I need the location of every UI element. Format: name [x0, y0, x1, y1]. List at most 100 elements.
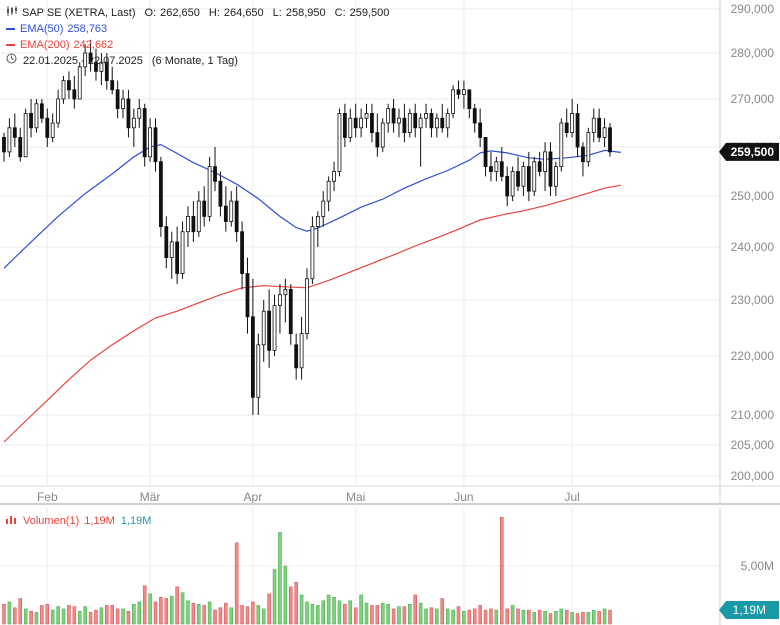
- volume-bar[interactable]: [510, 605, 515, 625]
- candle[interactable]: [467, 89, 472, 119]
- volume-bar[interactable]: [359, 594, 363, 625]
- volume-bar[interactable]: [397, 606, 401, 625]
- candle[interactable]: [267, 289, 272, 368]
- candle[interactable]: [83, 44, 88, 76]
- candle[interactable]: [413, 103, 418, 138]
- candle[interactable]: [245, 257, 250, 334]
- volume-bar[interactable]: [272, 569, 277, 625]
- candle[interactable]: [359, 108, 364, 138]
- volume-bar[interactable]: [500, 517, 504, 625]
- volume-bar[interactable]: [50, 609, 55, 625]
- candle[interactable]: [553, 161, 558, 196]
- candle[interactable]: [483, 136, 488, 177]
- volume-bar[interactable]: [489, 608, 493, 625]
- volume-bar[interactable]: [240, 605, 244, 625]
- volume-bar[interactable]: [137, 601, 142, 625]
- candle[interactable]: [283, 278, 288, 323]
- candle[interactable]: [418, 113, 423, 167]
- candle[interactable]: [294, 333, 299, 380]
- volume-bar[interactable]: [191, 602, 196, 625]
- candle[interactable]: [23, 108, 28, 158]
- candle[interactable]: [581, 142, 585, 177]
- ema200-row[interactable]: EMA(200) 242,662: [6, 37, 398, 53]
- volume-chart[interactable]: 5,00M 1,19M: [0, 508, 780, 625]
- candle[interactable]: [121, 89, 125, 119]
- volume-bar[interactable]: [186, 600, 190, 625]
- volume-bar[interactable]: [2, 604, 6, 625]
- candle[interactable]: [164, 216, 169, 269]
- volume-bar[interactable]: [153, 601, 158, 625]
- volume-bar[interactable]: [418, 602, 423, 625]
- volume-bar[interactable]: [413, 594, 417, 625]
- volume-bar[interactable]: [332, 597, 336, 625]
- volume-bar[interactable]: [83, 606, 87, 625]
- volume-bar[interactable]: [18, 598, 22, 625]
- candle[interactable]: [39, 99, 44, 123]
- candle[interactable]: [288, 284, 293, 345]
- volume-bar[interactable]: [559, 608, 564, 625]
- candle[interactable]: [191, 201, 196, 242]
- volume-bar[interactable]: [202, 605, 206, 625]
- candle[interactable]: [526, 151, 531, 202]
- candle[interactable]: [72, 76, 77, 109]
- candle[interactable]: [375, 113, 380, 157]
- candle[interactable]: [213, 147, 217, 192]
- volume-bar[interactable]: [132, 604, 136, 625]
- volume-bar[interactable]: [391, 608, 396, 625]
- volume-bar[interactable]: [99, 607, 104, 625]
- volume-bar[interactable]: [337, 600, 342, 625]
- candle[interactable]: [115, 80, 120, 119]
- candle[interactable]: [472, 103, 477, 133]
- candle[interactable]: [169, 231, 174, 279]
- volume-bar[interactable]: [159, 597, 163, 625]
- volume-bar[interactable]: [402, 606, 407, 625]
- candle[interactable]: [424, 103, 428, 128]
- candle[interactable]: [153, 118, 158, 172]
- volume-bar[interactable]: [7, 601, 12, 625]
- candle[interactable]: [223, 186, 228, 232]
- candle[interactable]: [575, 103, 580, 157]
- volume-bar[interactable]: [121, 608, 125, 625]
- candle[interactable]: [45, 108, 50, 147]
- volume-bar[interactable]: [72, 606, 77, 625]
- candle[interactable]: [597, 108, 602, 143]
- candle[interactable]: [402, 103, 407, 143]
- candle[interactable]: [434, 113, 439, 138]
- volume-bar[interactable]: [78, 610, 82, 625]
- candle[interactable]: [364, 103, 369, 128]
- volume-bar[interactable]: [267, 593, 271, 625]
- volume-bar[interactable]: [234, 542, 239, 625]
- volume-bar[interactable]: [197, 604, 201, 625]
- candle[interactable]: [315, 211, 320, 247]
- volume-bar[interactable]: [483, 609, 488, 625]
- candle[interactable]: [126, 89, 131, 138]
- volume-bar[interactable]: [581, 612, 585, 625]
- candle[interactable]: [516, 156, 520, 192]
- candle[interactable]: [110, 66, 115, 95]
- candle[interactable]: [391, 99, 396, 133]
- candle[interactable]: [29, 99, 33, 138]
- candle[interactable]: [510, 166, 515, 202]
- volume-bar[interactable]: [445, 608, 450, 625]
- candle[interactable]: [440, 103, 445, 133]
- volume-bar[interactable]: [462, 610, 466, 625]
- candle[interactable]: [99, 53, 104, 86]
- candle[interactable]: [380, 118, 385, 152]
- candle[interactable]: [407, 108, 412, 138]
- candle[interactable]: [591, 108, 596, 143]
- volume-bar[interactable]: [169, 595, 174, 625]
- volume-bar[interactable]: [386, 604, 390, 625]
- candle[interactable]: [218, 171, 223, 217]
- volume-bar[interactable]: [289, 586, 293, 625]
- volume-bar[interactable]: [375, 605, 380, 625]
- indicator-icon[interactable]: [6, 5, 18, 21]
- volume-bar[interactable]: [532, 612, 536, 625]
- candle[interactable]: [240, 221, 244, 290]
- candle[interactable]: [397, 108, 401, 138]
- volume-bar[interactable]: [516, 608, 520, 625]
- volume-bar[interactable]: [440, 598, 445, 625]
- candle[interactable]: [196, 191, 201, 237]
- volume-bar[interactable]: [343, 604, 347, 625]
- candle[interactable]: [142, 103, 147, 167]
- candle[interactable]: [559, 118, 564, 172]
